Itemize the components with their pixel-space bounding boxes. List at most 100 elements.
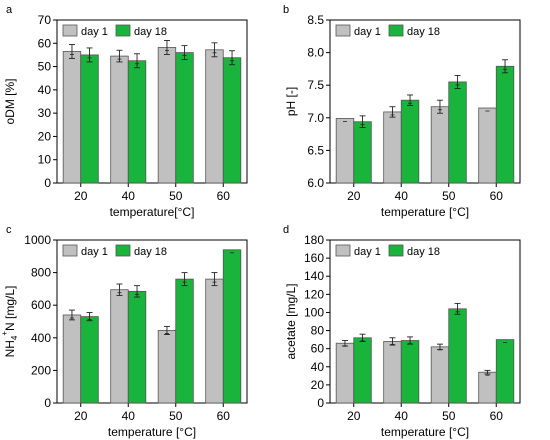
y-tick-label: 600	[31, 298, 51, 312]
y-axis-title-part: +	[0, 331, 9, 336]
legend-swatch-day1	[335, 244, 351, 257]
chart-panel-d: d 0 20 40 60 80 100 120 140 160 180 20 40 50 60 day 1 da…	[283, 224, 521, 439]
bar-day18	[80, 54, 99, 184]
bar-day1	[110, 55, 129, 184]
x-tick-label: 40	[122, 409, 136, 423]
bar-day18	[448, 308, 467, 404]
y-tick-label: 10	[38, 153, 52, 167]
bar-day18	[495, 339, 515, 404]
bar-day1	[62, 314, 82, 404]
y-tick-label: 180	[304, 233, 324, 247]
bar-day1	[157, 47, 177, 184]
y-tick-label: 20	[311, 378, 325, 392]
legend-swatch-day1	[62, 244, 78, 257]
bar-day1	[205, 278, 224, 404]
legend-label-day18: day 18	[407, 26, 440, 38]
y-tick-label: 60	[311, 342, 325, 356]
y-tick-label: 6.0	[307, 176, 324, 190]
legend-label-day18: day 18	[134, 26, 167, 38]
x-tick-label: 20	[74, 189, 88, 203]
bar-day18	[175, 52, 194, 184]
y-tick-label: 40	[311, 360, 325, 374]
x-tick-label: 20	[74, 409, 88, 423]
bar-day1	[430, 346, 450, 404]
bar-day1	[157, 330, 177, 404]
plot-frame	[56, 19, 248, 184]
x-axis-title: temperature [°C]	[381, 425, 469, 439]
y-tick-label: 80	[311, 324, 325, 338]
bar-day1	[430, 106, 450, 184]
legend-label-day1: day 1	[81, 246, 108, 258]
bar-day18	[495, 65, 515, 184]
y-axis-title: oDM [%]	[3, 78, 17, 124]
bar-day18	[353, 121, 372, 184]
y-tick-label: 30	[38, 106, 52, 120]
x-axis-title: temperature[°C]	[110, 205, 195, 219]
y-tick-label: 400	[31, 331, 51, 345]
legend-label-day1: day 1	[81, 26, 108, 38]
legend-label-day1: day 1	[354, 26, 381, 38]
x-tick-label: 50	[442, 409, 456, 423]
y-tick-label: 0	[44, 396, 51, 410]
x-tick-label: 50	[169, 409, 183, 423]
bar-day18	[175, 278, 194, 404]
x-tick-label: 40	[395, 409, 409, 423]
y-axis-title-part: NH	[3, 340, 17, 357]
y-axis-title-part: N [mg/L]	[3, 286, 17, 331]
y-tick-label: 50	[38, 60, 52, 74]
plot-frame	[56, 239, 248, 404]
y-tick-label: 0	[44, 176, 51, 190]
legend-swatch-day18	[388, 24, 404, 37]
y-tick-label: 40	[38, 83, 52, 97]
y-tick-label: 60	[38, 36, 52, 50]
legend-swatch-day18	[115, 244, 131, 257]
y-tick-label: 0	[317, 396, 324, 410]
x-tick-label: 50	[169, 189, 183, 203]
y-tick-label: 6.5	[307, 143, 324, 157]
chart-panel-c: c 0 200 400 600 800 1000 20 40 50 60 day 1 day 18 tem…	[0, 224, 248, 439]
y-tick-label: 8.0	[307, 46, 324, 60]
bar-day1	[110, 289, 129, 404]
bar-day18	[353, 337, 372, 404]
x-tick-label: 20	[347, 189, 361, 203]
y-tick-label: 70	[38, 13, 52, 27]
y-axis-title: pH [-]	[284, 87, 298, 116]
x-tick-label: 20	[347, 409, 361, 423]
y-tick-label: 140	[304, 269, 324, 283]
x-tick-label: 40	[395, 189, 409, 203]
legend-label-day1: day 1	[354, 246, 381, 258]
x-tick-label: 60	[217, 189, 231, 203]
y-tick-label: 200	[31, 363, 51, 377]
panel-letter: c	[6, 224, 12, 236]
y-tick-label: 800	[31, 266, 51, 280]
bar-day18	[80, 316, 99, 404]
x-tick-label: 60	[490, 409, 504, 423]
y-tick-label: 20	[38, 129, 52, 143]
y-tick-label: 8.5	[307, 13, 324, 27]
y-axis-title-part: 4	[10, 335, 19, 340]
y-tick-label: 120	[304, 287, 324, 301]
x-axis-title: temperature [°C]	[108, 425, 196, 439]
panel-letter: d	[283, 224, 289, 236]
x-tick-label: 40	[122, 189, 136, 203]
y-tick-label: 1000	[24, 233, 51, 247]
bar-day18	[222, 249, 242, 404]
bar-day1	[478, 371, 497, 404]
legend-swatch-day1	[335, 24, 351, 37]
y-axis-title: NH4+N [mg/L]	[0, 286, 19, 358]
bar-day18	[222, 57, 242, 184]
x-tick-label: 50	[442, 189, 456, 203]
bar-day18	[400, 340, 420, 404]
panel-letter: a	[6, 4, 13, 16]
bar-day1	[335, 342, 355, 404]
chart-panel-a: a 0 10 20 30 40 50 60 70 20 40 50 60 day 1 day 18 tempe…	[3, 4, 248, 219]
bar-day1	[383, 111, 402, 184]
bar-day1	[383, 341, 402, 404]
bar-day18	[448, 81, 467, 184]
chart-panel-b: b 6.0 6.5 7.0 7.5 8.0 8.5 20 40 50 60 day 1 day 18 te…	[283, 4, 521, 219]
panel-letter: b	[283, 4, 289, 16]
bar-day18	[127, 60, 147, 184]
plot-frame	[329, 19, 521, 184]
legend-swatch-day1	[62, 24, 78, 37]
